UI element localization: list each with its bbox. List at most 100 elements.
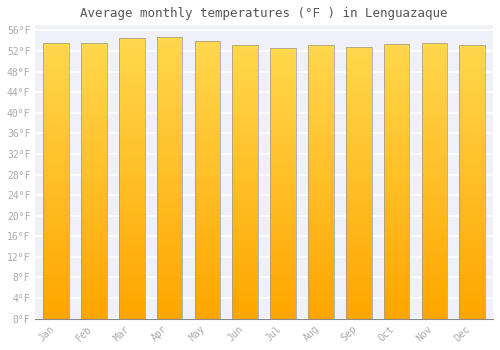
Bar [384,79,409,82]
Bar [346,243,372,245]
Bar [81,62,107,65]
Bar [119,162,144,164]
Bar [232,166,258,168]
Bar [422,266,448,269]
Bar [232,190,258,193]
Bar [460,212,485,215]
Bar [194,232,220,235]
Bar [384,132,409,134]
Bar [460,154,485,157]
Bar [384,184,409,187]
Bar [119,193,144,195]
Bar [384,253,409,256]
Bar [119,285,144,288]
Bar [384,278,409,280]
Bar [156,310,182,313]
Bar [156,257,182,260]
Bar [422,95,448,98]
Bar [270,159,296,162]
Bar [156,245,182,248]
Bar [308,229,334,231]
Bar [156,169,182,172]
Bar [232,179,258,182]
Bar [346,216,372,218]
Bar [194,130,220,132]
Bar [308,105,334,108]
Bar [308,294,334,297]
Bar [270,154,296,156]
Bar [346,115,372,118]
Bar [43,159,69,161]
Bar [422,183,448,186]
Bar [81,258,107,261]
Bar [43,195,69,197]
Bar [460,111,485,113]
Bar [460,198,485,201]
Bar [422,156,448,159]
Bar [232,286,258,289]
Bar [232,226,258,229]
Bar [384,96,409,99]
Bar [460,165,485,168]
Bar [156,231,182,234]
Bar [43,104,69,106]
Bar [270,262,296,265]
Bar [156,46,182,48]
Bar [194,57,220,60]
Bar [308,70,334,73]
Bar [43,228,69,230]
Bar [270,124,296,127]
Bar [232,212,258,215]
Bar [43,92,69,95]
Bar [422,219,448,222]
Bar [460,223,485,225]
Bar [346,69,372,72]
Bar [270,286,296,289]
Bar [232,62,258,64]
Bar [81,181,107,183]
Bar [194,274,220,277]
Bar [156,65,182,68]
Bar [422,313,448,316]
Bar [232,261,258,264]
Bar [422,51,448,54]
Bar [384,52,409,55]
Bar [308,144,334,147]
Bar [156,203,182,206]
Bar [43,205,69,208]
Bar [194,288,220,291]
Bar [270,248,296,251]
Bar [156,265,182,268]
Bar [194,241,220,244]
Bar [156,299,182,302]
Bar [119,156,144,159]
Bar [308,270,334,272]
Bar [119,55,144,58]
Bar [156,313,182,316]
Bar [384,258,409,261]
Bar [156,217,182,220]
Bar [460,80,485,83]
Bar [308,117,334,119]
Bar [156,223,182,226]
Bar [422,90,448,92]
Bar [270,273,296,275]
Bar [346,112,372,115]
Bar [81,269,107,272]
Bar [422,134,448,136]
Bar [119,310,144,313]
Bar [460,127,485,130]
Bar [384,316,409,318]
Bar [232,94,258,97]
Bar [232,84,258,86]
Bar [43,54,69,57]
Bar [308,81,334,84]
Bar [81,241,107,244]
Bar [81,167,107,170]
Bar [232,86,258,89]
Bar [43,236,69,239]
Bar [422,126,448,128]
Bar [346,251,372,253]
Bar [119,125,144,128]
Bar [43,117,69,120]
